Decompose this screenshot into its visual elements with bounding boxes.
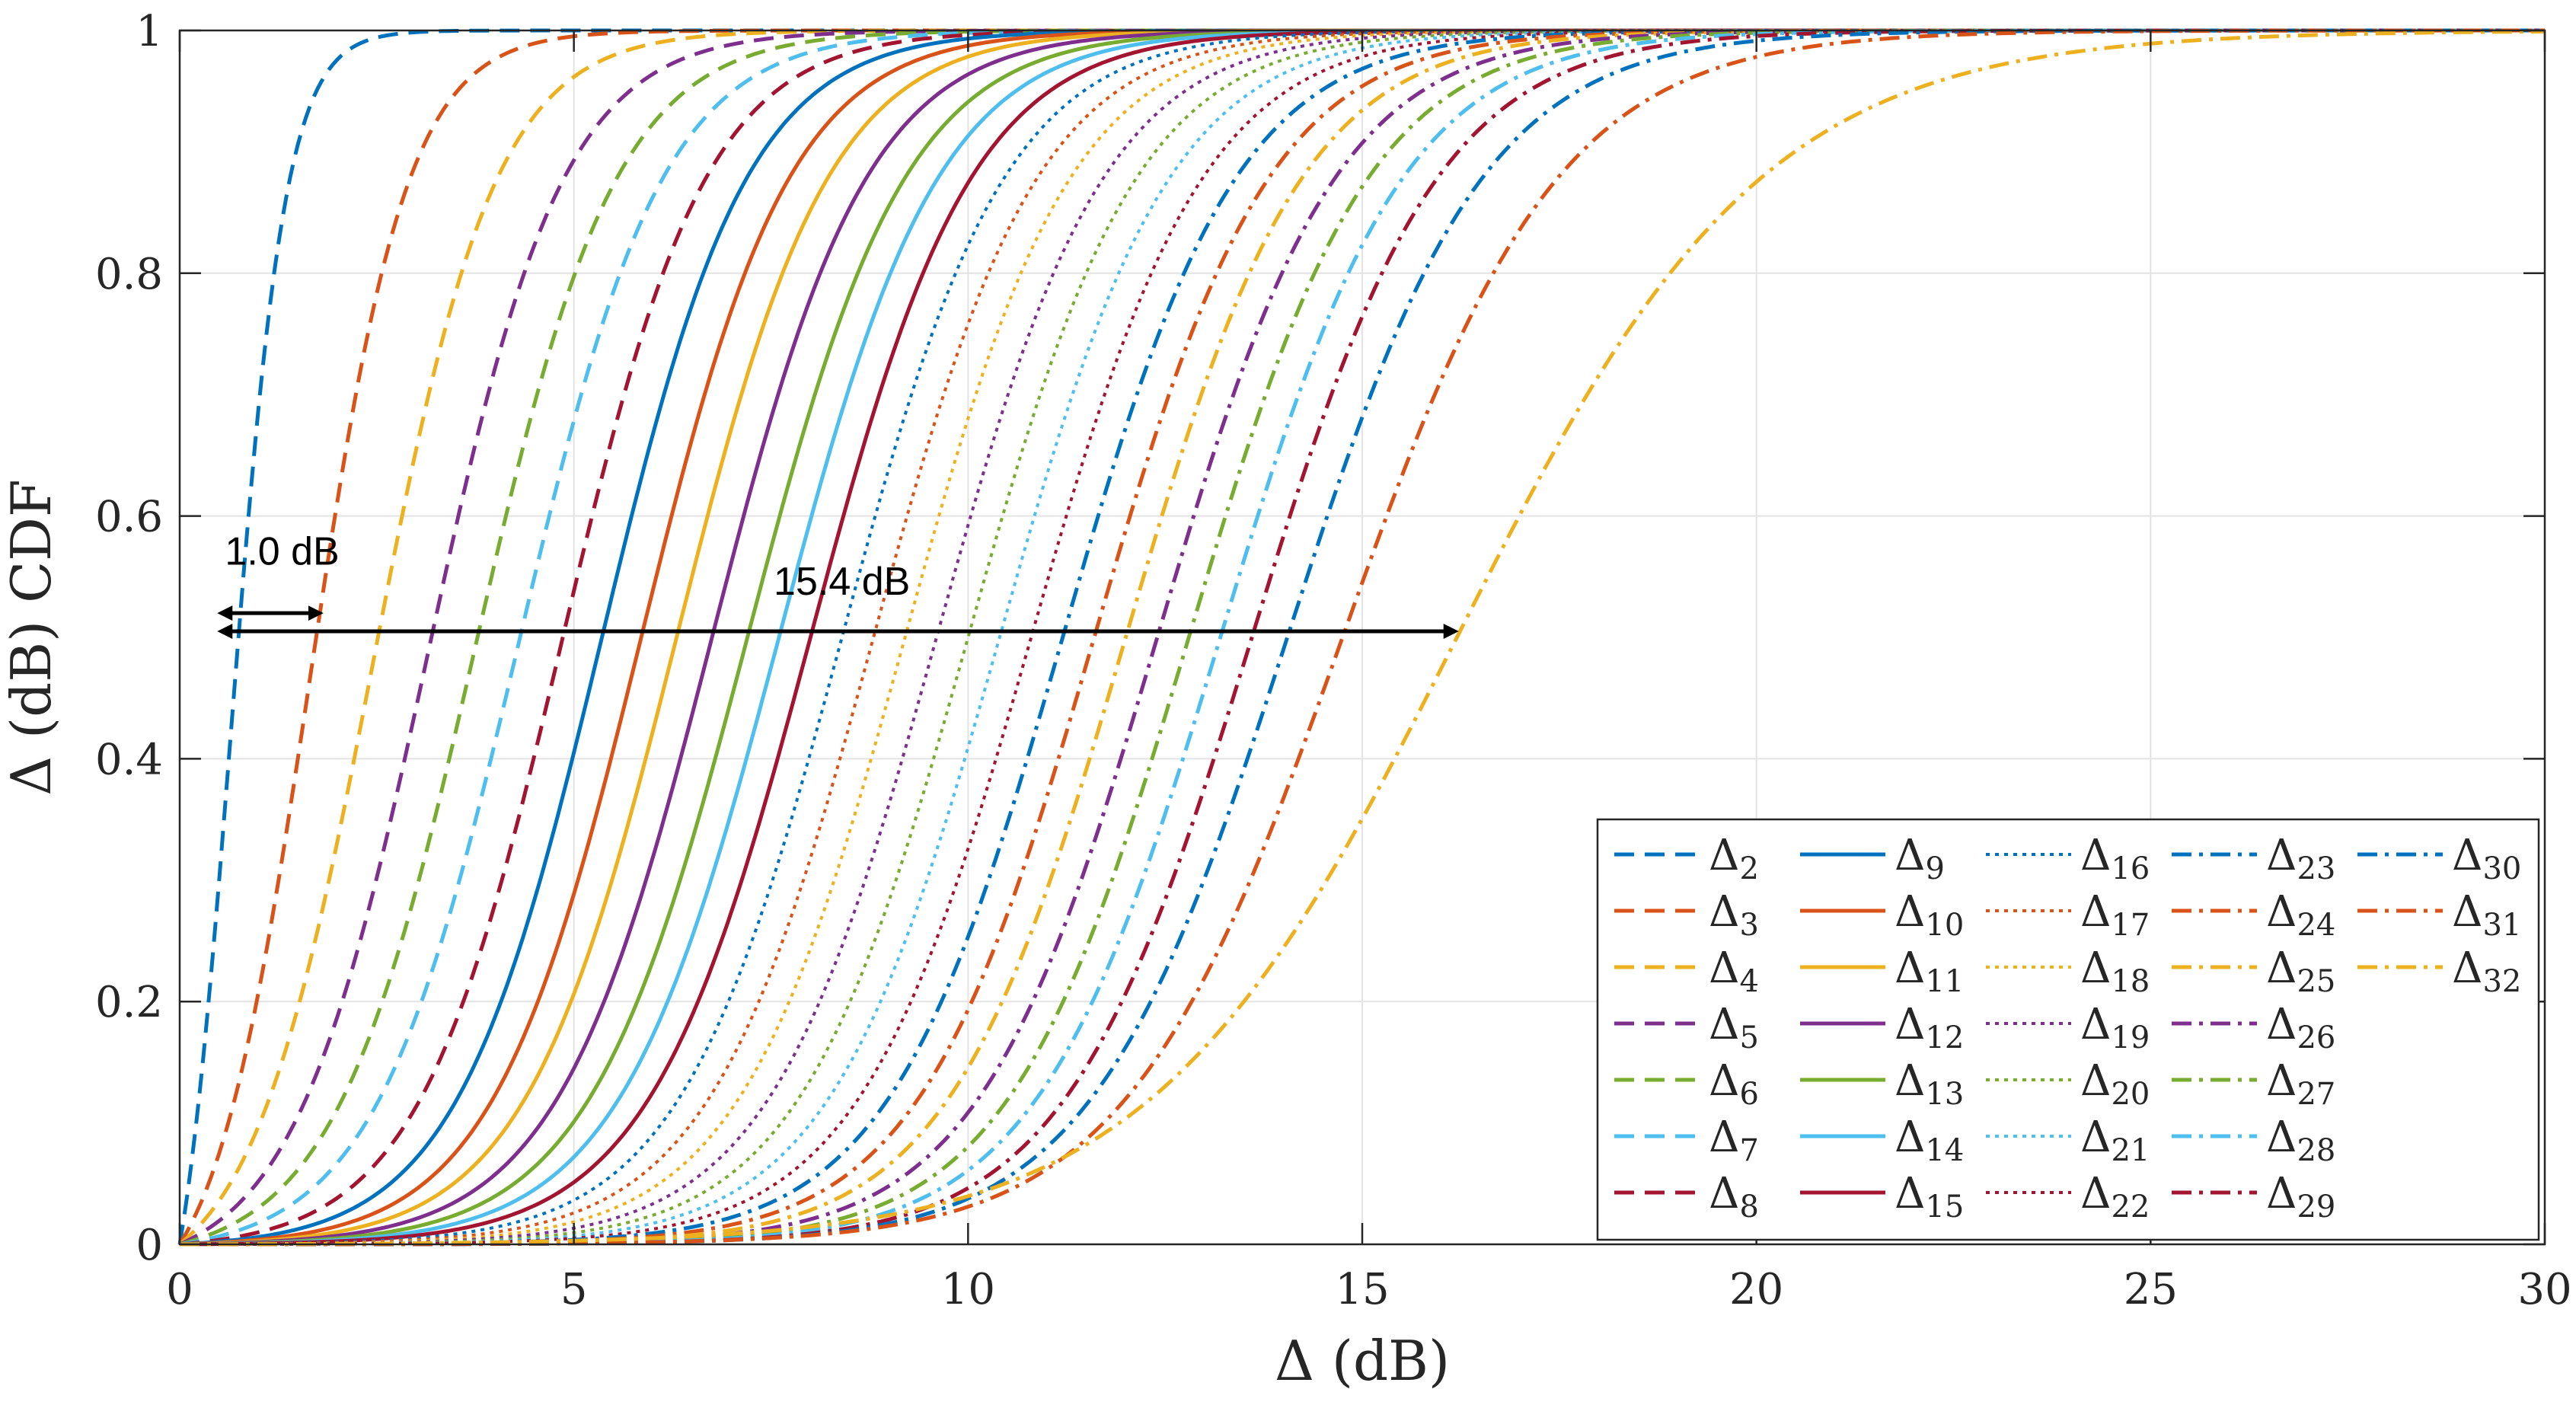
legend-label-Δ17: Δ17 — [2080, 887, 2150, 943]
legend-label-Δ30: Δ30 — [2452, 831, 2521, 886]
legend-label-Δ4: Δ4 — [1709, 944, 1759, 999]
x-axis-label: Δ (dB) — [1275, 1329, 1450, 1393]
legend-label-Δ13: Δ13 — [1894, 1056, 1964, 1112]
legend-label-Δ29: Δ29 — [2266, 1169, 2335, 1225]
x-tick-label: 25 — [2124, 1265, 2178, 1314]
annotation-label-1: 1.0 dB — [225, 529, 339, 573]
legend-label-Δ14: Δ14 — [1894, 1113, 1964, 1168]
legend-label-Δ5: Δ5 — [1709, 1000, 1759, 1055]
legend-label-Δ25: Δ25 — [2266, 944, 2335, 999]
y-tick-label: 0.4 — [95, 735, 163, 784]
legend-label-Δ8: Δ8 — [1709, 1169, 1759, 1225]
y-tick-label: 0.6 — [95, 493, 163, 542]
legend-label-Δ31: Δ31 — [2452, 887, 2521, 943]
annotation-layer: 1.0 dB 15.4 dB — [217, 529, 1459, 640]
legend-label-Δ9: Δ9 — [1894, 831, 1945, 886]
legend-label-Δ6: Δ6 — [1709, 1056, 1759, 1112]
legend-label-Δ15: Δ15 — [1894, 1169, 1964, 1225]
x-tick-label: 15 — [1335, 1265, 1389, 1314]
legend-label-Δ27: Δ27 — [2266, 1056, 2335, 1112]
legend-label-Δ12: Δ12 — [1894, 1000, 1964, 1055]
x-tick-label: 0 — [166, 1265, 193, 1314]
legend-label-Δ7: Δ7 — [1709, 1113, 1759, 1168]
x-tick-label: 5 — [560, 1265, 588, 1314]
y-tick-label: 0.8 — [95, 250, 163, 299]
y-tick-label: 0.2 — [95, 978, 163, 1027]
legend-label-Δ18: Δ18 — [2080, 944, 2150, 999]
x-tick-label: 20 — [1729, 1265, 1783, 1314]
y-tick-label: 1 — [136, 7, 163, 56]
legend-label-Δ24: Δ24 — [2266, 887, 2335, 943]
legend-label-Δ22: Δ22 — [2080, 1169, 2150, 1225]
series-line-Δ8 — [179, 28, 2545, 1247]
y-axis-label: Δ (dB) CDF — [0, 479, 63, 796]
y-tick-label: 0 — [136, 1221, 163, 1270]
annotation-label-2: 15.4 dB — [774, 560, 910, 604]
tick-layer: 0 5 10 15 20 25 30 0 0.2 0.4 0.6 0.8 1 — [95, 7, 2572, 1314]
legend-label-Δ16: Δ16 — [2080, 831, 2150, 886]
legend-box — [1596, 818, 2540, 1241]
legend-label-Δ21: Δ21 — [2080, 1113, 2150, 1168]
x-tick-label: 30 — [2517, 1265, 2571, 1314]
series-line-Δ5 — [178, 28, 2545, 1247]
legend-label-Δ26: Δ26 — [2266, 1000, 2335, 1055]
legend-label-Δ19: Δ19 — [2080, 1000, 2150, 1055]
legend-label-Δ3: Δ3 — [1709, 887, 1759, 943]
legend-label-Δ11: Δ11 — [1894, 944, 1964, 999]
legend-label-Δ10: Δ10 — [1894, 887, 1964, 943]
legend-label-Δ23: Δ23 — [2266, 831, 2335, 886]
x-tick-label: 10 — [941, 1265, 995, 1314]
legend-label-Δ32: Δ32 — [2452, 944, 2521, 999]
legend-label-Δ28: Δ28 — [2266, 1113, 2335, 1168]
legend-label-Δ2: Δ2 — [1709, 831, 1759, 886]
legend-label-Δ20: Δ20 — [2080, 1056, 2150, 1112]
